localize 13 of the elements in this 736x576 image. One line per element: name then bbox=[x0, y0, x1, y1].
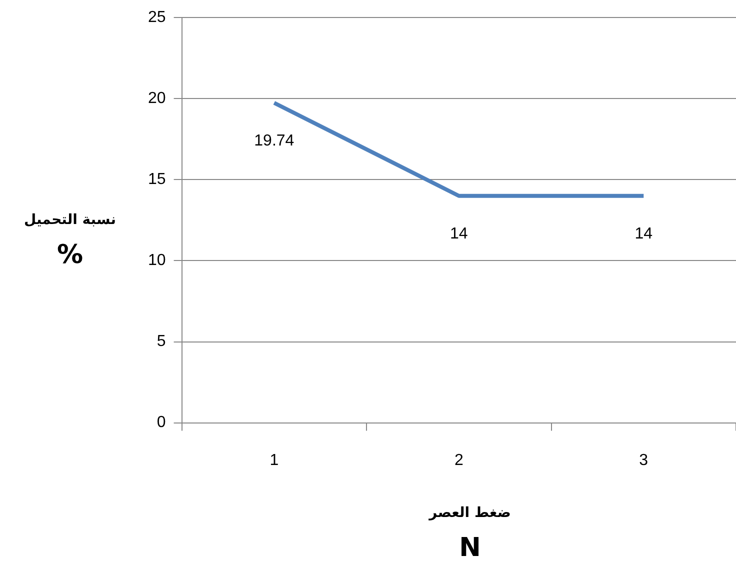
x-tick-label: 1 bbox=[270, 452, 279, 469]
y-axis-title: نسبة التحميل % bbox=[22, 212, 118, 270]
x-tick-label: 2 bbox=[454, 452, 464, 469]
y-tick-label: 5 bbox=[156, 333, 166, 350]
y-tick-label: 25 bbox=[148, 9, 166, 26]
y-tick-label: 10 bbox=[148, 252, 166, 270]
y-tick-label: 20 bbox=[148, 90, 166, 108]
x-tick-label: 3 bbox=[639, 452, 648, 469]
data-label: 19.74 bbox=[254, 132, 294, 150]
data-label: 14 bbox=[450, 225, 468, 242]
data-label: 14 bbox=[634, 225, 653, 242]
y-tick-label: 0 bbox=[156, 414, 166, 432]
y-tick-label: 15 bbox=[148, 171, 166, 188]
